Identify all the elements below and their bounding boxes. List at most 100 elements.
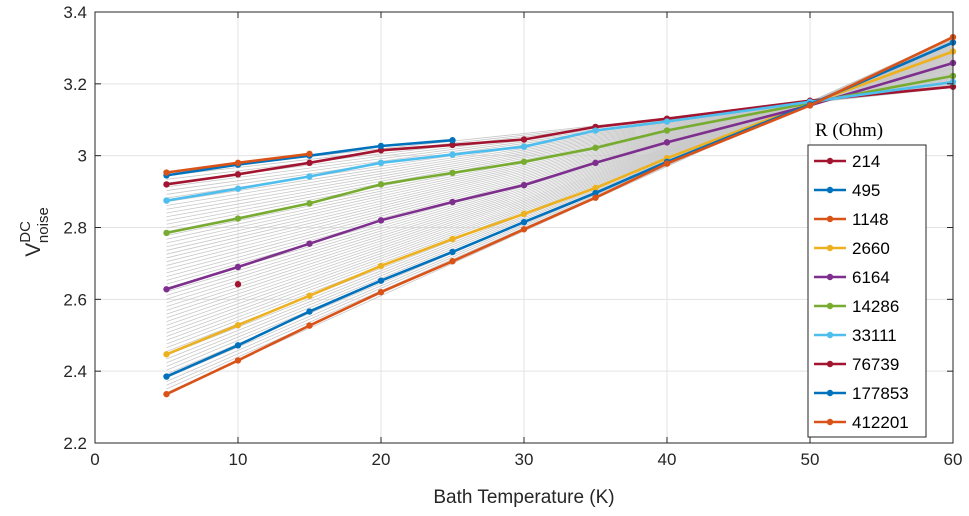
x-tick-label: 30	[515, 450, 534, 469]
series-line-2660	[166, 50, 954, 356]
data-point	[449, 198, 456, 206]
y-tick-label: 3.4	[63, 3, 87, 22]
series-line-6164	[166, 61, 954, 291]
legend-box	[807, 144, 927, 438]
data-point	[449, 169, 456, 177]
series-76739	[234, 281, 242, 288]
data-point	[234, 159, 242, 167]
data-point	[377, 288, 385, 296]
series-2660	[163, 48, 957, 358]
data-point	[306, 240, 313, 247]
y-axis-title-subscript: noise	[35, 207, 52, 243]
legend-label: 177853	[852, 384, 909, 403]
legend-swatch-marker	[826, 418, 834, 426]
data-point	[806, 102, 814, 109]
series-line-412201	[165, 35, 954, 396]
data-point	[163, 181, 170, 188]
data-point	[163, 229, 170, 237]
legend-swatch-marker	[826, 360, 834, 368]
data-point	[234, 357, 242, 364]
data-point	[592, 184, 599, 192]
legend-label: 495	[852, 181, 880, 200]
data-point	[163, 351, 170, 358]
svg-text:VDCnoise: VDCnoise	[17, 207, 52, 257]
data-point	[520, 158, 528, 165]
legend-item-1148: 1148	[814, 210, 889, 229]
legend-label: 76739	[852, 355, 899, 374]
data-point	[163, 197, 170, 204]
legend-swatch-marker	[826, 302, 834, 310]
series-33111	[163, 78, 957, 204]
data-point	[234, 171, 242, 178]
data-point	[663, 127, 671, 134]
x-tick-label: 0	[90, 450, 99, 469]
legend-swatch-marker	[826, 273, 834, 281]
data-point	[592, 159, 599, 167]
y-axis-title-base: V	[22, 243, 45, 257]
y-tick-label: 3	[78, 147, 87, 166]
data-point	[377, 142, 385, 150]
legend-swatch-marker	[826, 389, 834, 397]
data-point	[520, 226, 528, 233]
data-point	[163, 169, 170, 176]
legend-swatch-marker	[826, 215, 834, 223]
data-point	[234, 342, 242, 349]
data-point	[234, 185, 242, 192]
legend-item-412201: 412201	[814, 413, 909, 432]
data-point	[306, 200, 313, 207]
data-point	[520, 210, 528, 218]
data-point	[449, 258, 456, 265]
series-line-14286	[166, 74, 954, 235]
legend-item-33111: 33111	[814, 326, 897, 345]
legend-title: R (Ohm)	[815, 120, 883, 141]
data-point	[163, 390, 170, 398]
data-point	[306, 173, 313, 180]
legend-label: 14286	[852, 297, 899, 316]
data-point	[163, 286, 170, 293]
y-tick-label: 3.2	[63, 75, 87, 94]
series-line-214	[166, 85, 954, 186]
data-point	[377, 159, 385, 167]
y-tick-label: 2.6	[63, 290, 87, 309]
data-point	[377, 181, 385, 188]
series-14286	[163, 72, 957, 237]
legend-item-76739: 76739	[814, 355, 899, 374]
y-tick-label: 2.4	[63, 362, 87, 381]
legend-item-6164: 6164	[814, 268, 890, 287]
legend-item-177853: 177853	[814, 384, 909, 403]
data-point	[520, 181, 528, 189]
legend-label: 6164	[852, 268, 890, 287]
legend-swatch-marker	[826, 157, 834, 165]
data-point	[163, 373, 170, 380]
y-axis-title: VDCnoise	[17, 207, 52, 257]
data-point	[663, 118, 671, 125]
data-point	[306, 292, 313, 299]
x-tick-labels: 0 10 20 30 40 50 60	[90, 450, 962, 469]
data-point	[592, 194, 599, 201]
data-point	[449, 248, 456, 256]
data-point	[520, 136, 528, 143]
data-point	[377, 217, 385, 224]
series-line-33111	[166, 80, 954, 202]
data-point	[234, 215, 242, 222]
y-tick-label: 2.2	[63, 434, 87, 453]
data-point	[306, 322, 313, 329]
data-point	[234, 321, 242, 329]
data-point	[592, 144, 599, 151]
data-point	[234, 281, 242, 288]
legend-label: 2660	[852, 239, 890, 258]
x-tick-label: 40	[658, 450, 677, 469]
legend-label: 412201	[852, 413, 909, 432]
x-tick-label: 10	[229, 450, 248, 469]
data-point	[663, 160, 671, 167]
legend: R (Ohm) 214 495 1148 2660 6164 14286 33111 7673…	[807, 120, 927, 438]
legend-item-495: 495	[814, 181, 880, 200]
data-point	[592, 189, 599, 197]
legend-swatch-marker	[826, 186, 834, 194]
y-tick-labels: 2.2 2.4 2.6 2.8 3 3.2 3.4	[63, 3, 87, 453]
data-point	[306, 150, 313, 158]
axes	[94, 11, 954, 444]
data-point	[449, 151, 456, 158]
data-point	[520, 218, 528, 226]
